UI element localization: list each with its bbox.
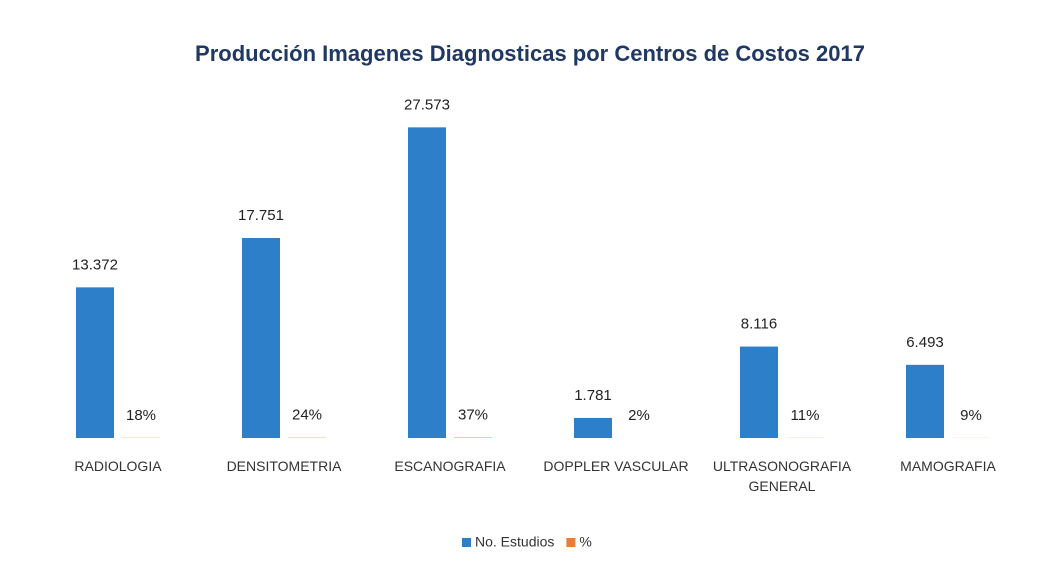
data-label: 13.372 <box>72 256 118 273</box>
x-tick-label: DOPPLER VASCULAR <box>543 458 689 474</box>
data-label: 2% <box>628 407 650 424</box>
data-label: 9% <box>960 407 982 424</box>
bar <box>242 238 280 438</box>
data-label: 17.751 <box>238 207 284 224</box>
legend-label: % <box>579 534 591 550</box>
data-label: 1.781 <box>574 387 612 404</box>
data-label: 8.116 <box>741 316 777 333</box>
data-label: 24% <box>292 407 322 424</box>
legend-swatch <box>566 538 576 547</box>
x-tick-label: MAMOGRAFIA <box>900 458 996 474</box>
data-label: 6.493 <box>906 334 944 351</box>
data-label: 18% <box>126 407 156 424</box>
legend-swatch <box>462 538 471 547</box>
bar <box>740 346 778 438</box>
bar <box>574 417 612 438</box>
bar <box>906 364 944 438</box>
x-tick-label: RADIOLOGIA <box>74 458 162 474</box>
legend-label: No. Estudios <box>475 534 554 550</box>
bar <box>408 127 446 438</box>
bar <box>76 287 114 438</box>
data-label: 37% <box>458 407 488 424</box>
x-tick-label: ESCANOGRAFIA <box>394 458 506 474</box>
data-label: 11% <box>791 407 820 424</box>
data-label: 27.573 <box>404 96 450 113</box>
chart-title: Producción Imagenes Diagnosticas por Cen… <box>195 41 865 66</box>
x-tick-label: ULTRASONOGRAFIA GENERAL <box>712 458 852 494</box>
x-tick-label: DENSITOMETRIA <box>226 458 342 474</box>
